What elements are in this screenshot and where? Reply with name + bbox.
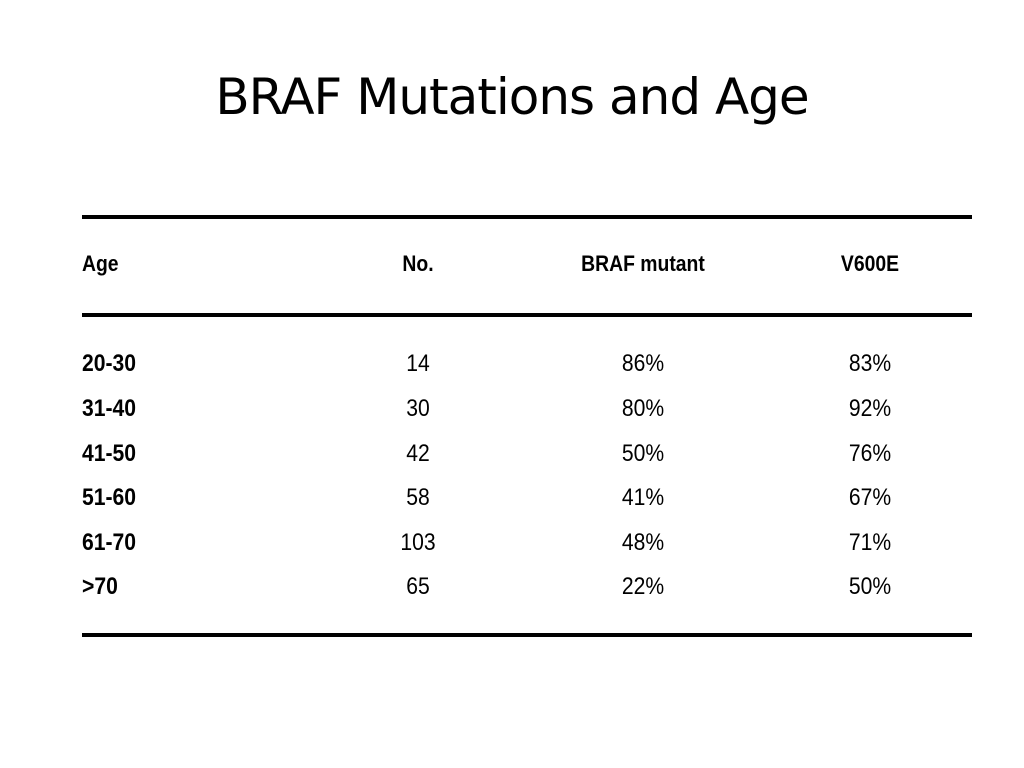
header-braf-mutant: BRAF mutant bbox=[581, 251, 705, 276]
cell-count: 30 bbox=[406, 395, 430, 422]
data-table: Age No. BRAF mutant V600E 20-30 14 86% 8… bbox=[82, 215, 972, 637]
table-top-rule bbox=[82, 215, 972, 219]
table-row: >70 65 22% 50% bbox=[82, 572, 972, 616]
cell-age: 61-70 bbox=[82, 529, 137, 556]
cell-age: >70 bbox=[82, 573, 118, 600]
cell-v600e: 71% bbox=[848, 529, 892, 556]
cell-count: 65 bbox=[406, 573, 430, 600]
table-header-row: Age No. BRAF mutant V600E bbox=[82, 219, 972, 313]
table-row: 61-70 103 48% 71% bbox=[82, 528, 972, 572]
header-age: Age bbox=[82, 251, 119, 276]
cell-braf-mutant: 86% bbox=[621, 350, 665, 377]
cell-age: 41-50 bbox=[82, 440, 137, 467]
cell-age: 31-40 bbox=[82, 395, 137, 422]
table-row: 31-40 30 80% 92% bbox=[82, 394, 972, 438]
table-header-rule bbox=[82, 313, 972, 317]
cell-v600e: 83% bbox=[848, 350, 892, 377]
cell-v600e: 92% bbox=[848, 395, 892, 422]
cell-count: 58 bbox=[406, 484, 430, 511]
cell-v600e: 50% bbox=[848, 573, 892, 600]
cell-braf-mutant: 50% bbox=[621, 440, 665, 467]
cell-braf-mutant: 22% bbox=[621, 573, 665, 600]
table-row: 51-60 58 41% 67% bbox=[82, 483, 972, 527]
header-v600e: V600E bbox=[840, 251, 900, 276]
cell-count: 14 bbox=[406, 350, 430, 377]
cell-braf-mutant: 80% bbox=[621, 395, 665, 422]
table-row: 41-50 42 50% 76% bbox=[82, 439, 972, 483]
slide-title: BRAF Mutations and Age bbox=[215, 68, 809, 126]
header-count: No. bbox=[402, 251, 434, 276]
cell-count: 42 bbox=[406, 440, 430, 467]
cell-braf-mutant: 48% bbox=[621, 529, 665, 556]
table-row: 20-30 14 86% 83% bbox=[82, 349, 972, 393]
table-bottom-rule bbox=[82, 633, 972, 637]
cell-braf-mutant: 41% bbox=[621, 484, 665, 511]
cell-count: 103 bbox=[400, 529, 436, 556]
table-body: 20-30 14 86% 83% 31-40 30 80% 92% 41-50 … bbox=[82, 317, 972, 633]
cell-age: 51-60 bbox=[82, 484, 137, 511]
cell-v600e: 76% bbox=[848, 440, 892, 467]
cell-v600e: 67% bbox=[848, 484, 892, 511]
cell-age: 20-30 bbox=[82, 350, 137, 377]
